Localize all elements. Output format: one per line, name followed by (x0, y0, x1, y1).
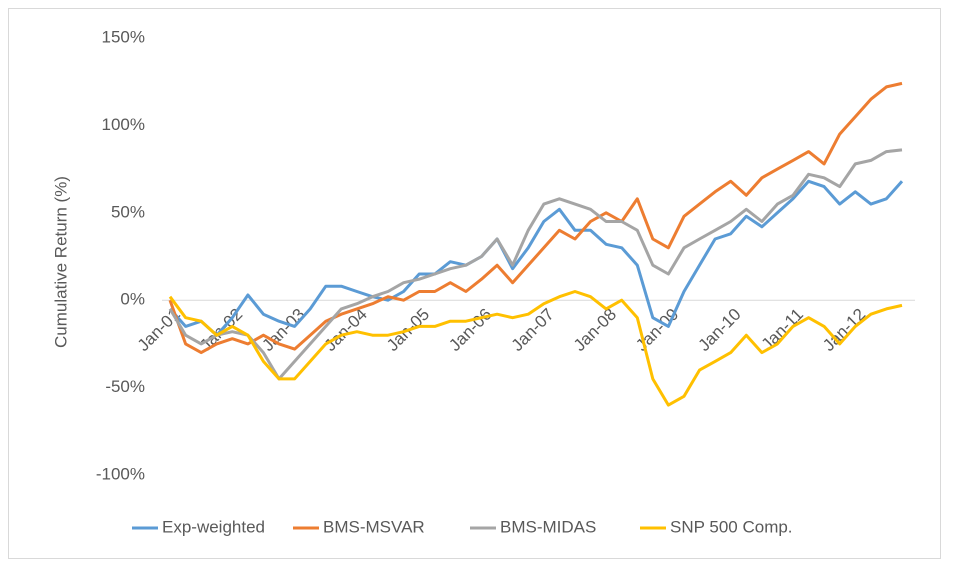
y-tick-label: 150% (102, 27, 145, 46)
legend-label: Exp-weighted (162, 517, 265, 536)
y-tick-label: -50% (105, 377, 145, 396)
legend-label: BMS-MSVAR (323, 517, 425, 536)
series-line (168, 179, 904, 337)
y-tick-label: -100% (96, 464, 145, 483)
y-tick-label: 50% (111, 202, 145, 221)
y-axis-title: Cumulative Return (%) (51, 176, 70, 348)
series-line (168, 290, 903, 407)
legend-label: BMS-MIDAS (500, 517, 596, 536)
series-line (168, 81, 903, 355)
y-tick-label: 100% (102, 115, 145, 134)
y-tick-label: 0% (120, 290, 145, 309)
series-line (168, 148, 903, 381)
legend-label: SNP 500 Comp. (670, 517, 793, 536)
